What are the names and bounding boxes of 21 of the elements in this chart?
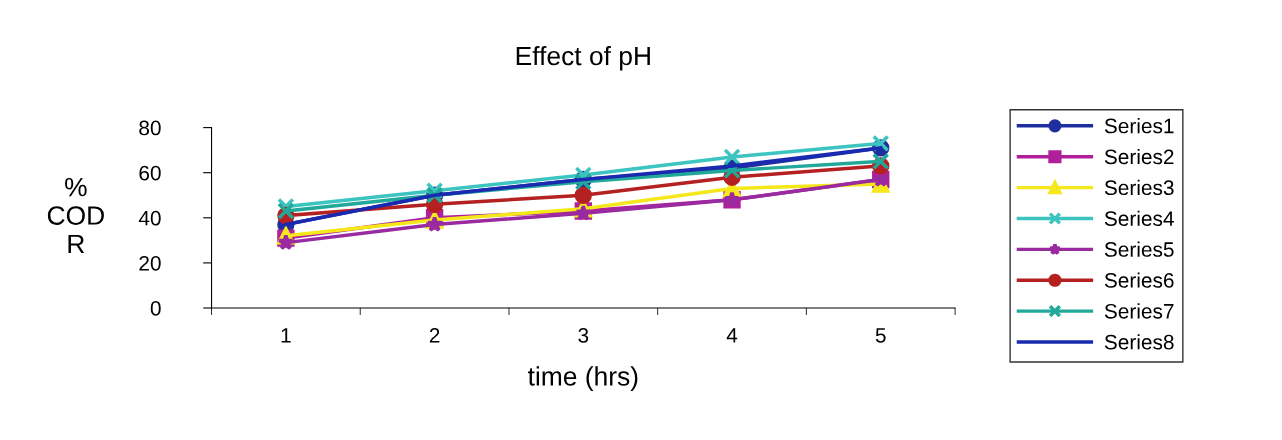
x-tick-label: 5 — [875, 328, 886, 343]
legend-label: Series7 — [1104, 303, 1174, 319]
y-tick-label: 20 — [139, 255, 161, 271]
legend-label: Series6 — [1104, 272, 1174, 288]
x-tick-label: 3 — [578, 327, 589, 343]
x-tick-label: 1 — [281, 328, 291, 343]
y-tick-label: 80 — [139, 120, 161, 136]
y-tick-label: 40 — [138, 210, 161, 226]
x-axis-title: time (hrs) — [528, 366, 638, 391]
chart-title: Effect of pH — [516, 46, 650, 71]
y-tick-label: 0 — [150, 301, 161, 316]
legend-label: Series3 — [1104, 179, 1174, 196]
legend-label: Series8 — [1104, 334, 1174, 350]
legend-label: Series5 — [1104, 241, 1174, 257]
y-tick-label: 60 — [139, 165, 161, 181]
legend-label: Series2 — [1104, 148, 1174, 165]
x-tick-label: 2 — [429, 327, 440, 343]
y-axis-title: % COD R — [47, 177, 104, 254]
legend-label: Series4 — [1104, 210, 1174, 226]
x-tick-label: 4 — [726, 328, 738, 343]
legend-label: Series1 — [1104, 118, 1174, 134]
